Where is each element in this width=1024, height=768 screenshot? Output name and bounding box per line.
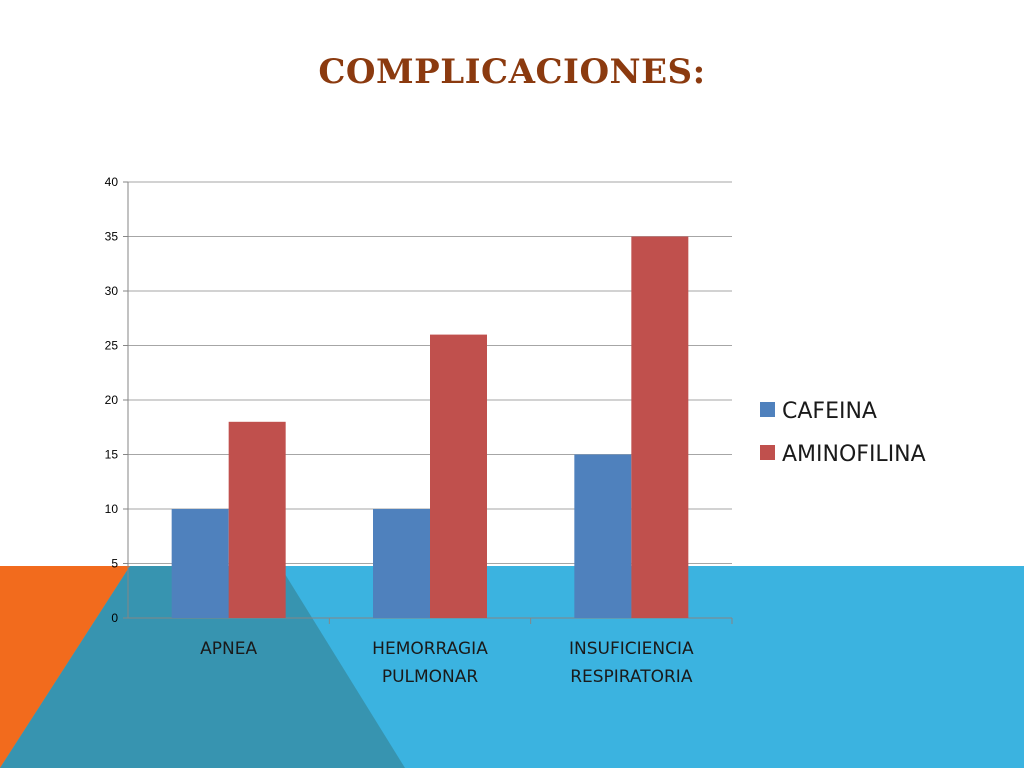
y-tick-label: 10 bbox=[105, 502, 119, 516]
legend-swatch-aminofilina bbox=[760, 445, 775, 460]
x-category-label: HEMORRAGIA bbox=[372, 639, 488, 659]
y-tick-label: 40 bbox=[105, 175, 119, 189]
y-tick-label: 20 bbox=[105, 393, 119, 407]
x-category-label: APNEA bbox=[200, 639, 257, 659]
bar-cafeina-2 bbox=[373, 509, 430, 618]
x-category-label: INSUFICIENCIA bbox=[569, 639, 694, 659]
legend-label-cafeina: CAFEINA bbox=[782, 399, 877, 424]
x-category-label: PULMONAR bbox=[382, 667, 479, 687]
bar-aminofilina-1 bbox=[228, 421, 286, 618]
x-category-label: RESPIRATORIA bbox=[570, 667, 693, 687]
y-tick-label: 15 bbox=[105, 448, 119, 462]
legend-label-aminofilina: AMINOFILINA bbox=[782, 442, 926, 467]
y-tick-label: 35 bbox=[105, 230, 119, 244]
bar-cafeina-3 bbox=[574, 454, 632, 618]
slide-title: COMPLICACIONES: bbox=[318, 52, 706, 92]
bar-cafeina-1 bbox=[171, 509, 229, 618]
legend: CAFEINA AMINOFILINA bbox=[760, 399, 926, 467]
bars bbox=[171, 236, 689, 618]
y-tick-label: 0 bbox=[111, 611, 118, 625]
bar-aminofilina-3 bbox=[631, 236, 689, 618]
y-tick-label: 25 bbox=[105, 339, 119, 353]
labels: 0 5 10 15 20 25 30 35 40 APNEA HEMORRAGIA PULMONAR I… bbox=[105, 175, 694, 687]
legend-swatch-cafeina bbox=[760, 402, 775, 417]
background-band-teal bbox=[0, 566, 405, 768]
y-tick-label: 30 bbox=[105, 284, 119, 298]
bar-aminofilina-2 bbox=[430, 334, 487, 618]
y-tick-label: 5 bbox=[111, 557, 118, 571]
